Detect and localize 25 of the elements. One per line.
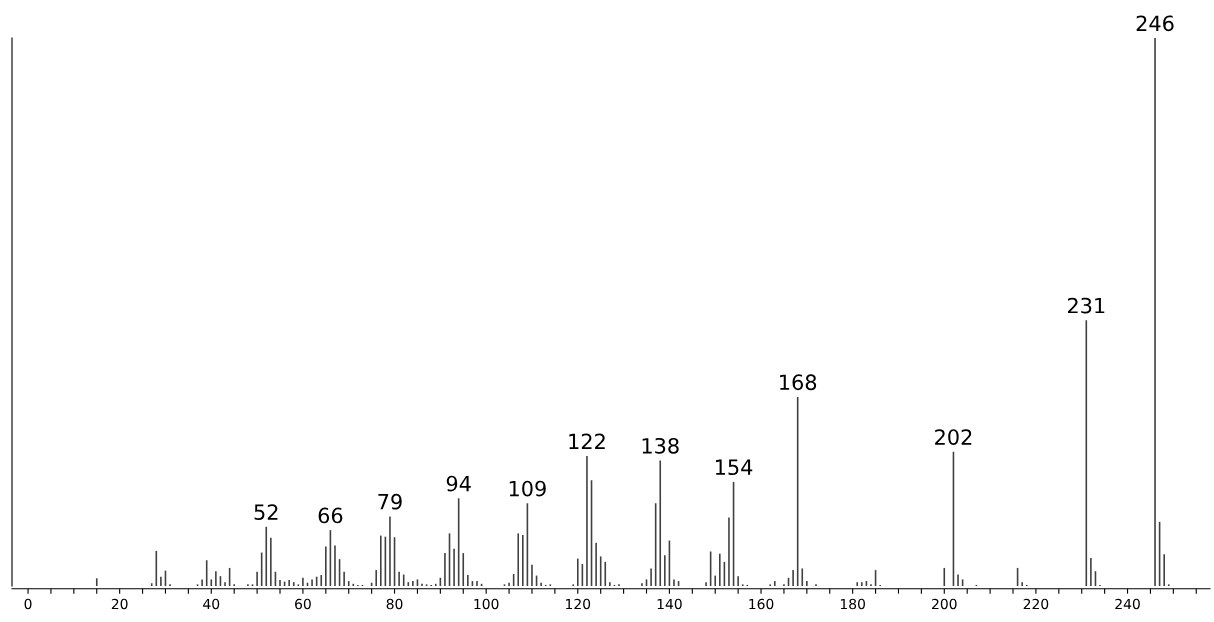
- x-tick-label: 20: [111, 598, 128, 610]
- x-tick-label: 140: [657, 598, 682, 610]
- annotation: 52: [254, 504, 278, 520]
- x-tick-label: 80: [386, 598, 403, 610]
- x-tick-label: 220: [1023, 598, 1049, 610]
- x-tick-label: 60: [295, 598, 311, 610]
- annotation: 231: [1067, 297, 1105, 314]
- x-tick-label: 180: [840, 598, 865, 610]
- annotation: 154: [715, 459, 753, 476]
- annotation: 66: [318, 507, 343, 524]
- annotation: 138: [642, 437, 679, 454]
- annotation: 122: [569, 433, 605, 450]
- annotation: 168: [780, 374, 817, 391]
- annotation: 246: [1136, 15, 1174, 32]
- x-tick-label: 0: [24, 598, 32, 610]
- x-tick-label: 240: [1115, 598, 1140, 610]
- x-tick-label: 100: [474, 598, 499, 610]
- annotation: 109: [509, 480, 546, 497]
- x-tick-label: 120: [566, 598, 591, 610]
- x-tick-label: 200: [932, 598, 957, 610]
- x-tick-label: 40: [203, 598, 220, 610]
- annotation: 94: [446, 475, 471, 492]
- x-tick-label: 160: [749, 598, 774, 610]
- annotation: 202: [935, 429, 972, 445]
- annotation: 79: [378, 493, 402, 510]
